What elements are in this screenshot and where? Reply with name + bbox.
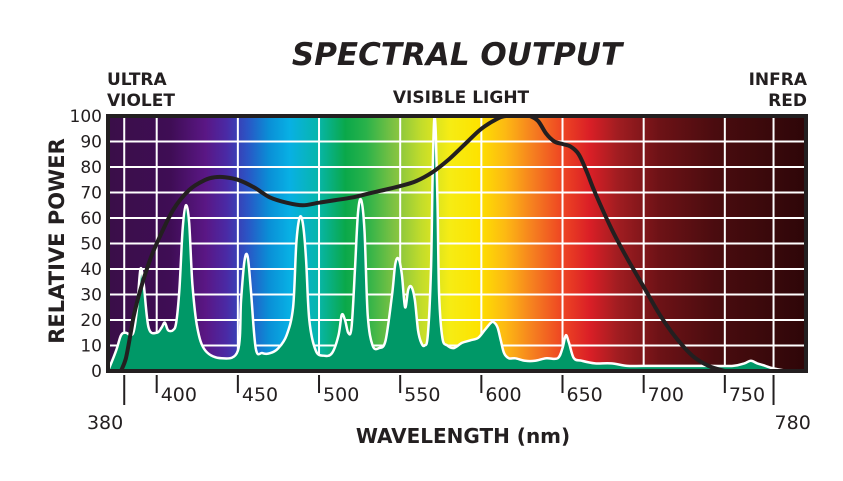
x-tick-label: 500 — [323, 384, 359, 406]
y-tick-label: 100 — [70, 107, 102, 127]
visible-light-label: VISIBLE LIGHT — [393, 88, 530, 108]
ultraviolet-label-line-1: ULTRA — [107, 70, 168, 90]
lamp-emission-area — [108, 116, 806, 371]
chart-title: SPECTRAL OUTPUT — [292, 37, 625, 73]
boundary-marker-label: 380 — [87, 412, 123, 434]
y-tick-label: 30 — [80, 286, 102, 306]
lamp-spectrum-fill — [108, 116, 806, 371]
y-tick-label: 90 — [80, 133, 102, 153]
ultraviolet-label-line-2: VIOLET — [107, 91, 175, 111]
x-tick-label: 600 — [485, 384, 521, 406]
y-tick-label: 40 — [80, 260, 102, 280]
infrared-label-line-2: RED — [768, 91, 807, 111]
lamp-spectrum-outline — [108, 116, 806, 371]
x-tick-label: 550 — [404, 384, 440, 406]
y-tick-label: 80 — [80, 158, 102, 178]
x-tick-label: 700 — [648, 384, 684, 406]
range-boundary-markers: 380 780 — [87, 375, 811, 434]
x-tick-label: 650 — [567, 384, 603, 406]
y-axis-label: RELATIVE POWER — [45, 138, 69, 344]
daylight-curve — [119, 116, 727, 371]
y-tick-label: 10 — [80, 337, 102, 357]
y-tick-label: 70 — [80, 184, 102, 204]
y-tick-label: 60 — [80, 209, 102, 229]
infrared-label-line-1: INFRA — [749, 70, 808, 90]
y-tick-label: 50 — [80, 235, 102, 255]
x-axis-ticks: 400 450 500 550 600 650 700 750 — [155, 375, 765, 406]
x-tick-label: 400 — [161, 384, 197, 406]
x-axis-label: WAVELENGTH (nm) — [356, 424, 570, 448]
daylight-curve-path — [119, 116, 727, 371]
x-tick-label: 450 — [242, 384, 278, 406]
plot-frame — [106, 114, 808, 373]
boundary-marker-label: 780 — [775, 412, 811, 434]
y-tick-label: 0 — [91, 362, 102, 382]
y-tick-label: 20 — [80, 311, 102, 331]
x-tick-label: 750 — [729, 384, 765, 406]
y-axis-ticks: 0 10 20 30 40 50 60 70 80 90 100 — [70, 107, 102, 382]
